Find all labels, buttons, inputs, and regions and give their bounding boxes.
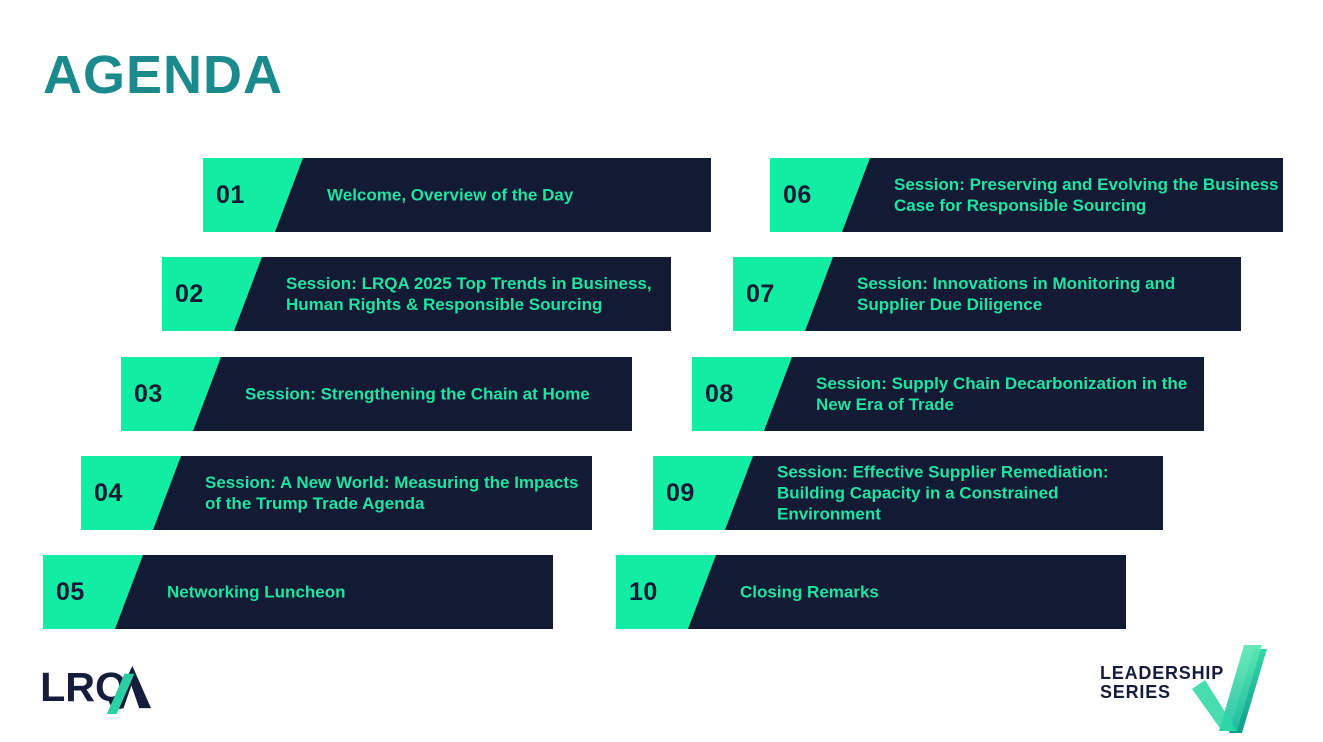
item-number: 10 <box>629 577 658 606</box>
item-title: Session: LRQA 2025 Top Trends in Busines… <box>286 274 652 314</box>
item-title: Session: Supply Chain Decarbonization in… <box>816 374 1188 414</box>
item-number-chip: 08 <box>692 357 792 431</box>
lrqa-logo-icon: LRQ <box>40 664 151 714</box>
item-number-chip: 01 <box>203 158 303 232</box>
item-title: Session: Innovations in Monitoring and S… <box>857 274 1176 314</box>
item-number: 07 <box>746 279 775 308</box>
item-number-chip: 05 <box>43 555 143 629</box>
page-title: AGENDA <box>43 45 284 105</box>
agenda-item-03: Session: Strengthening the Chain at Home… <box>121 357 632 431</box>
leadership-line2: SERIES <box>1100 682 1171 702</box>
leadership-series-wordmark: LEADERSHIP SERIES <box>1100 664 1246 702</box>
agenda-item-09: Session: Effective Supplier Remediation:… <box>653 456 1163 530</box>
agenda-item-04: Session: A New World: Measuring the Impa… <box>81 456 592 530</box>
item-title: Networking Luncheon <box>167 582 346 602</box>
item-number-chip: 04 <box>81 456 181 530</box>
leadership-line1: LEADERSHIP <box>1100 663 1225 683</box>
item-title: Session: Preserving and Evolving the Bus… <box>894 175 1279 215</box>
item-number: 02 <box>175 279 204 308</box>
item-number: 03 <box>134 379 163 408</box>
item-number: 06 <box>783 180 812 209</box>
agenda-item-01: Welcome, Overview of the Day 01 <box>203 158 711 232</box>
item-title: Session: Strengthening the Chain at Home <box>245 384 590 404</box>
item-number-chip: 06 <box>770 158 870 232</box>
item-number: 01 <box>216 180 245 209</box>
item-number: 05 <box>56 577 85 606</box>
item-number-chip: 02 <box>162 257 262 331</box>
item-title: Closing Remarks <box>740 582 879 602</box>
checkmark-icon <box>1192 645 1272 738</box>
item-number: 08 <box>705 379 734 408</box>
item-number-chip: 03 <box>121 357 221 431</box>
item-title: Session: Effective Supplier Remediation:… <box>777 462 1109 524</box>
agenda-item-07: Session: Innovations in Monitoring and S… <box>733 257 1241 331</box>
agenda-item-08: Session: Supply Chain Decarbonization in… <box>692 357 1204 431</box>
item-number-chip: 07 <box>733 257 833 331</box>
item-number: 04 <box>94 478 123 507</box>
lrqa-logo: LRQ <box>40 662 158 719</box>
item-number-chip: 10 <box>616 555 716 629</box>
item-title: Welcome, Overview of the Day <box>327 185 574 205</box>
item-title: Session: A New World: Measuring the Impa… <box>205 473 579 513</box>
agenda-item-10: Closing Remarks 10 <box>616 555 1126 629</box>
agenda-item-05: Networking Luncheon 05 <box>43 555 553 629</box>
agenda-item-06: Session: Preserving and Evolving the Bus… <box>770 158 1283 232</box>
item-number: 09 <box>666 478 695 507</box>
agenda-item-02: Session: LRQA 2025 Top Trends in Busines… <box>162 257 671 331</box>
item-number-chip: 09 <box>653 456 753 530</box>
